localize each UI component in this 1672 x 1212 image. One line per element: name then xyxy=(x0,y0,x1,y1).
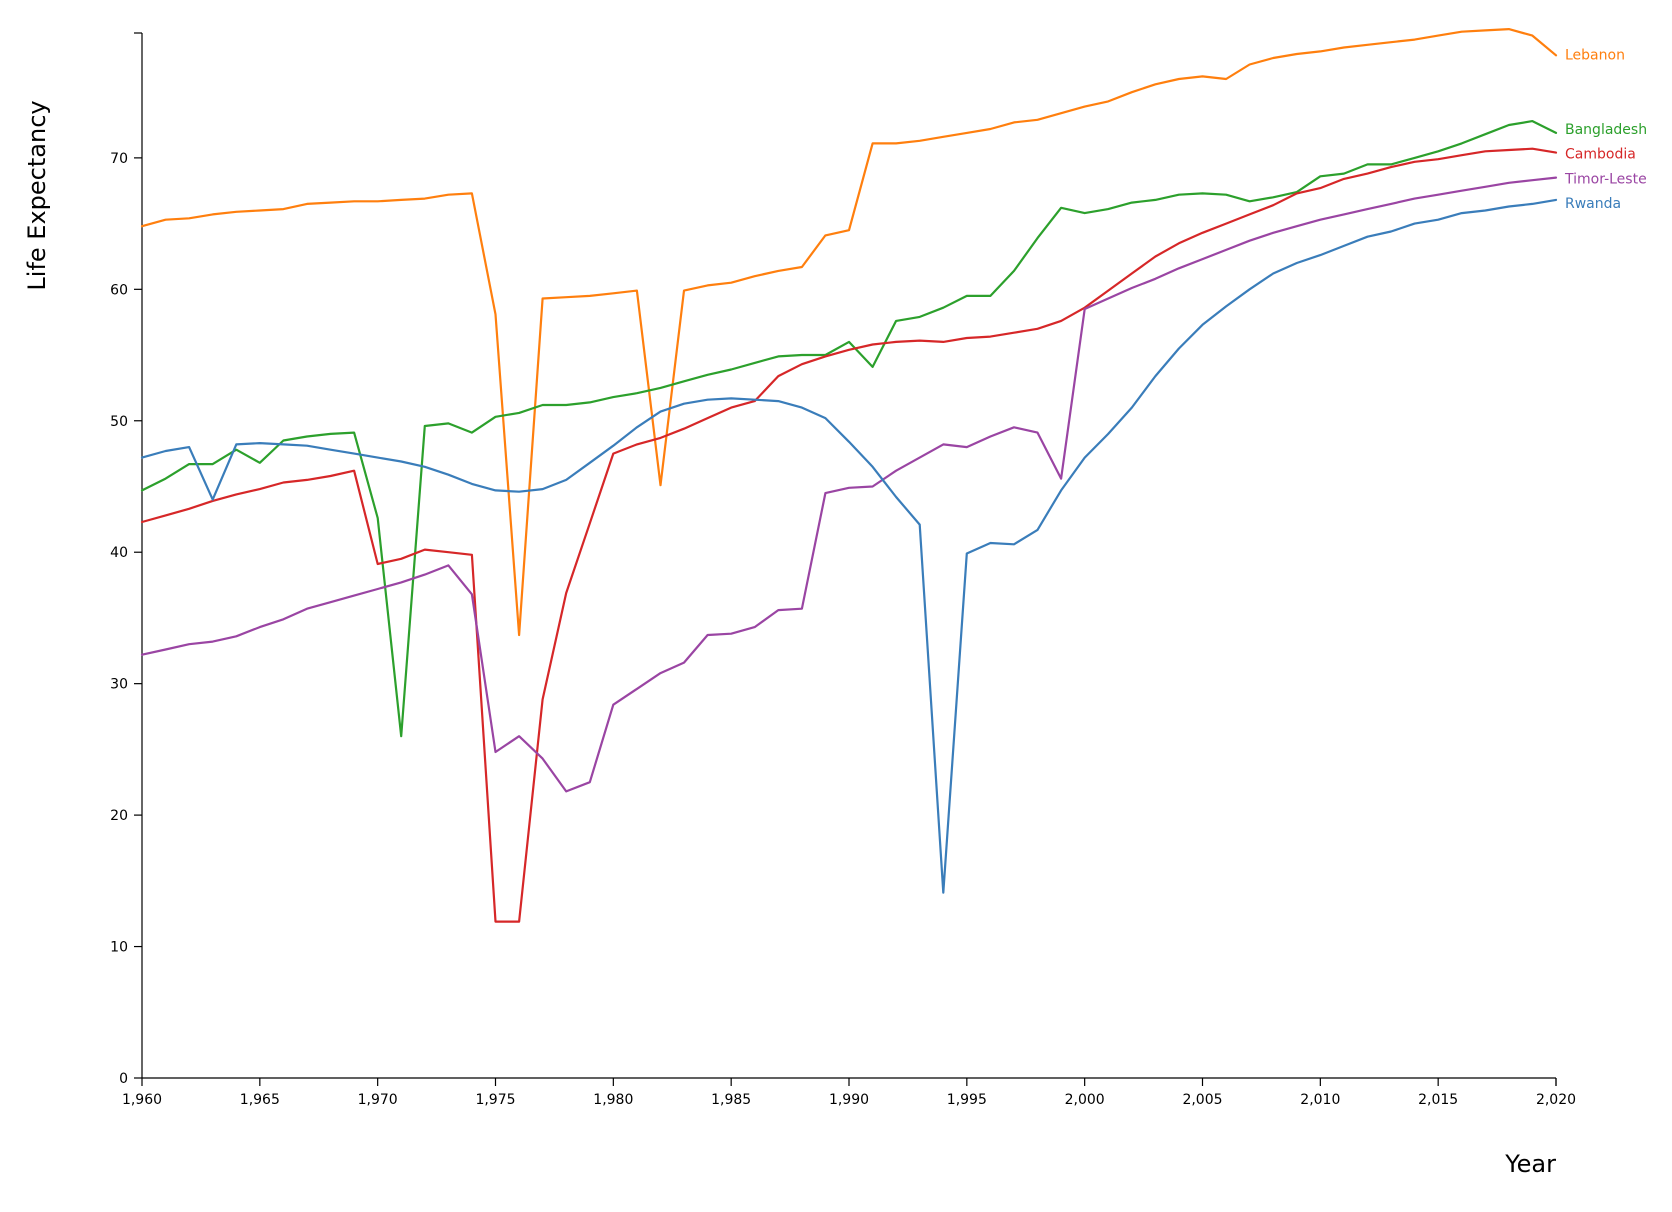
y-tick-label: 50 xyxy=(110,414,128,430)
x-tick-label: 2,020 xyxy=(1536,1092,1576,1108)
chart-axes: 1,960 1,965 1,970 1,975 1,980 1,985 1,990 1,995… xyxy=(110,32,1576,1108)
series-line-cambodia xyxy=(140,147,1558,923)
x-tick-label: 1,960 xyxy=(122,1092,162,1108)
y-tick-label: 10 xyxy=(110,940,128,956)
x-tick-label: 1,990 xyxy=(829,1092,869,1108)
y-axis-title: Life Expectancy xyxy=(23,100,51,290)
y-tick-label: 40 xyxy=(110,545,128,561)
y-tick-label: 20 xyxy=(110,808,128,824)
series-line-bangladesh xyxy=(140,119,1558,738)
series-line-lebanon xyxy=(140,28,1558,637)
series-label-cambodia: Cambodia xyxy=(1565,147,1636,163)
y-tick-label: 0 xyxy=(119,1071,128,1087)
x-tick-label: 1,970 xyxy=(358,1092,398,1108)
series-label-timor-leste: Timor-Leste xyxy=(1564,172,1647,188)
y-tick-label: 60 xyxy=(110,282,128,298)
x-tick-label: 2,005 xyxy=(1182,1092,1222,1108)
x-tick-label: 2,010 xyxy=(1300,1092,1340,1108)
y-tick-label: 30 xyxy=(110,677,128,693)
x-tick-label: 2,015 xyxy=(1418,1092,1458,1108)
x-tick-label: 2,000 xyxy=(1065,1092,1105,1108)
x-tick-label: 1,980 xyxy=(593,1092,633,1108)
series-line-timor-leste xyxy=(140,176,1558,793)
x-axis-ticks: 1,960 1,965 1,970 1,975 1,980 1,985 1,990 1,995… xyxy=(122,1078,1576,1108)
x-tick-label: 1,975 xyxy=(475,1092,515,1108)
series-label-bangladesh: Bangladesh xyxy=(1565,122,1647,138)
x-axis-title: Year xyxy=(1504,1150,1556,1178)
x-tick-label: 1,995 xyxy=(947,1092,987,1108)
x-tick-label: 1,985 xyxy=(711,1092,751,1108)
series-label-rwanda: Rwanda xyxy=(1565,196,1621,212)
series-lines xyxy=(140,28,1558,923)
series-line-rwanda xyxy=(140,198,1558,894)
series-label-lebanon: Lebanon xyxy=(1565,47,1625,63)
y-tick-label: 70 xyxy=(110,151,128,167)
x-tick-label: 1,965 xyxy=(240,1092,280,1108)
y-axis-ticks: 0 10 20 30 40 50 60 70 xyxy=(110,151,142,1087)
series-labels: Lebanon Bangladesh Cambodia Timor-Leste Rwan… xyxy=(1564,47,1647,212)
